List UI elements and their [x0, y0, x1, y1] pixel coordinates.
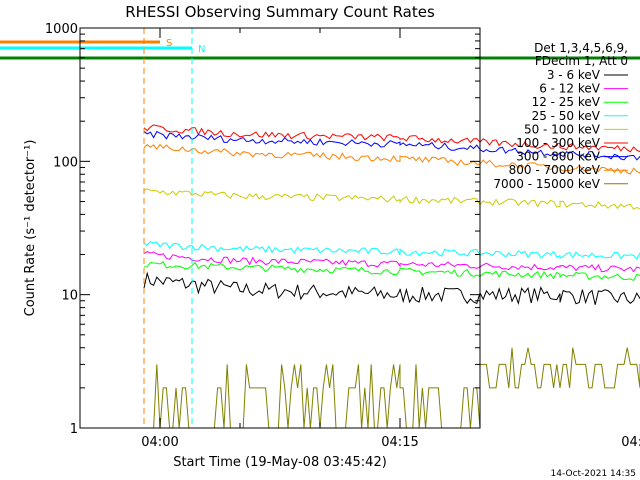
legend-entry-label: 6 - 12 keV	[539, 82, 601, 96]
legend-entry-label: 50 - 100 keV	[524, 122, 601, 136]
series-line-50-100-kev	[143, 188, 640, 210]
series-line-12-25-kev	[143, 260, 640, 282]
x-tick-label: 04:30	[621, 435, 640, 450]
legend-entry-label: 3 - 6 keV	[547, 68, 601, 82]
x-tick-label: 04:00	[141, 435, 178, 450]
chart-title: RHESSI Observing Summary Count Rates	[125, 3, 435, 21]
series-line-300-800-kev	[143, 130, 640, 161]
y-tick-label: 10	[61, 289, 78, 304]
series-line-800-7000-kev	[143, 143, 640, 175]
series-line-6-12-kev	[143, 251, 640, 273]
series-line-7000-15000-kev	[144, 347, 640, 429]
y-tick-label: 100	[53, 155, 78, 170]
flag-label-n: N	[198, 44, 205, 55]
y-tick-label: 1000	[45, 22, 78, 37]
y-tick-label: 1	[70, 422, 78, 437]
timestamp: 14-Oct-2021 14:35	[551, 469, 636, 479]
legend-entry-label: 25 - 50 keV	[532, 109, 601, 123]
legend-entry-label: 300 - 800 keV	[516, 150, 600, 164]
legend-header: FDecim 1, Att 0	[535, 54, 628, 68]
vlines-layer	[143, 28, 193, 428]
y-axis-label: Count Rate (s⁻¹ detector⁻¹)	[23, 140, 38, 317]
legend-entry-label: 800 - 7000 keV	[509, 163, 601, 177]
legend-header: Det 1,3,4,5,6,9,	[534, 41, 628, 55]
plot-frame	[79, 27, 481, 429]
legend-entry-label: 100 - 300 keV	[516, 136, 600, 150]
legend-entry-label: 12 - 25 keV	[532, 95, 601, 109]
series-line-100-300-kev	[143, 124, 640, 153]
y-axis: 1 10 100 1000	[45, 22, 480, 437]
series-line-25-50-kev	[143, 240, 640, 260]
series-layer	[143, 124, 640, 429]
legend-entry-label: 7000 - 15000 keV	[493, 177, 600, 191]
x-tick-label: 04:15	[381, 435, 418, 450]
flag-label-s: S	[166, 38, 172, 49]
flags-layer: SNRD0RD4	[0, 38, 640, 60]
series-line-3-6-kev	[143, 271, 640, 306]
legend: Det 1,3,4,5,6,9,FDecim 1, Att 03 - 6 keV…	[493, 41, 628, 191]
x-axis-label: Start Time (19-May-08 03:45:42)	[173, 455, 387, 470]
